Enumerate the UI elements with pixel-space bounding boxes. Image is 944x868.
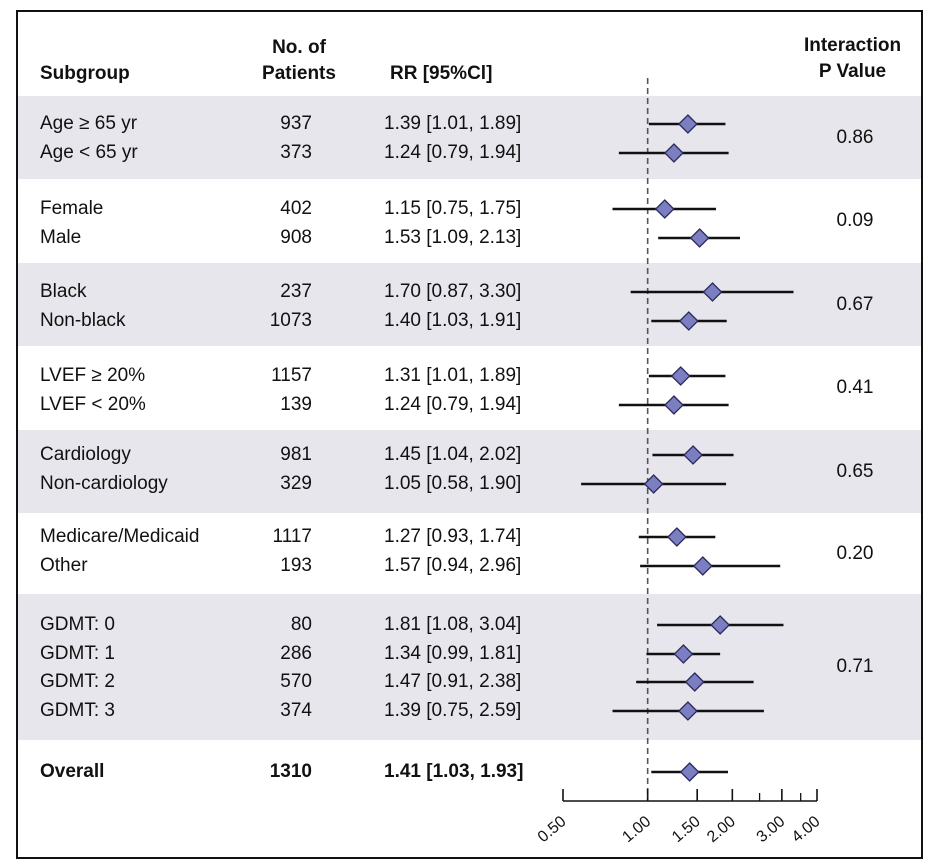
rr-marker <box>684 672 705 692</box>
row-rr: 1.27 [0.93, 1.74] <box>384 526 522 547</box>
header-patients-line1: No. of <box>272 37 326 58</box>
x-tick-label: 1.50 <box>669 813 704 846</box>
row-rr: 1.57 [0.94, 2.96] <box>384 555 522 576</box>
row-patients: 329 <box>280 473 312 494</box>
header-rr: RR [95%Cl] <box>390 63 493 84</box>
rr-marker <box>702 282 723 302</box>
row-patients: 1157 <box>271 365 312 386</box>
row-patients: 373 <box>280 142 312 163</box>
row-patients: 981 <box>280 444 312 465</box>
row-label: LVEF < 20% <box>40 394 146 415</box>
rr-marker <box>683 445 703 465</box>
row-label: GDMT: 0 <box>40 614 115 635</box>
header-pvalue-line2: P Value <box>818 61 887 82</box>
header-pvalue-line1: Interaction <box>803 35 902 56</box>
row-label: Medicare/Medicaid <box>40 526 200 547</box>
row-patients: 286 <box>280 643 312 664</box>
group-pvalue: 0.86 <box>836 126 874 148</box>
row-patients: 570 <box>280 671 312 692</box>
row-patients: 193 <box>280 555 312 576</box>
row-rr: 1.70 [0.87, 3.30] <box>384 281 522 302</box>
row-rr: 1.81 [1.08, 3.04] <box>384 614 522 635</box>
row-rr: 1.24 [0.79, 1.94] <box>384 142 522 163</box>
row-patients: 374 <box>280 700 312 721</box>
rr-marker <box>677 701 698 721</box>
header-subgroup: Subgroup <box>40 63 130 84</box>
row-patients: 1073 <box>269 310 312 331</box>
row-patients: 937 <box>280 113 312 134</box>
group-band <box>18 263 921 346</box>
row-rr: 1.05 [0.58, 1.90] <box>384 473 522 494</box>
x-tick-label: 0.50 <box>535 813 570 846</box>
row-label: GDMT: 3 <box>40 700 115 721</box>
rr-marker <box>710 615 731 635</box>
row-label: GDMT: 1 <box>40 643 115 664</box>
group-band <box>18 430 921 513</box>
group-pvalue: 0.67 <box>836 293 874 315</box>
row-rr: 1.53 [1.09, 2.13] <box>384 227 522 248</box>
row-label: Other <box>40 555 88 576</box>
row-label: Non-black <box>40 310 126 331</box>
x-tick-label: 2.00 <box>704 813 739 846</box>
row-rr: 1.39 [1.01, 1.89] <box>384 113 522 134</box>
row-patients: 908 <box>280 227 312 248</box>
row-label: Cardiology <box>40 444 131 465</box>
group-pvalue: 0.65 <box>836 460 874 482</box>
rr-marker <box>677 114 698 134</box>
group-band <box>18 96 921 179</box>
group-pvalue: 0.20 <box>836 542 874 564</box>
x-tick-label: 3.00 <box>754 813 789 846</box>
header-patients-line2: Patients <box>262 63 336 84</box>
row-rr: 1.45 [1.04, 2.02] <box>384 444 522 465</box>
group-pvalue: 0.71 <box>836 656 874 677</box>
row-label: Non-cardiology <box>40 473 168 494</box>
rr-marker <box>670 366 691 386</box>
rr-marker <box>678 311 699 331</box>
row-rr: 1.39 [0.75, 2.59] <box>384 700 522 721</box>
rr-marker <box>664 395 684 415</box>
row-label: Age < 65 yr <box>40 142 138 163</box>
row-patients: 80 <box>290 614 312 635</box>
rr-marker <box>666 527 687 547</box>
row-patients: 139 <box>280 394 312 415</box>
row-label: Female <box>40 198 104 219</box>
x-tick-label: 1.00 <box>619 813 654 846</box>
group-pvalue: 0.09 <box>836 210 874 231</box>
rr-marker <box>692 556 713 576</box>
row-rr: 1.15 [0.75, 1.75] <box>384 198 522 219</box>
row-label: LVEF ≥ 20% <box>40 365 146 386</box>
rr-marker <box>654 199 675 219</box>
row-rr: 1.24 [0.79, 1.94] <box>384 394 522 415</box>
rr-marker <box>643 474 664 494</box>
rr-marker <box>673 644 694 664</box>
row-label: Male <box>40 227 82 248</box>
rr-marker <box>679 762 700 782</box>
row-patients: 237 <box>280 281 312 302</box>
rr-marker <box>689 228 710 248</box>
row-patients: 1117 <box>272 526 312 547</box>
row-rr: 1.31 [1.01, 1.89] <box>384 365 522 386</box>
row-label: GDMT: 2 <box>40 671 115 692</box>
row-rr: 1.40 [1.03, 1.91] <box>384 310 522 331</box>
rr-marker <box>664 143 684 163</box>
row-patients: 402 <box>280 198 312 219</box>
x-tick-label: 4.00 <box>789 813 824 846</box>
group-pvalue: 0.41 <box>836 377 874 398</box>
row-label: Black <box>40 281 87 302</box>
row-rr: 1.41 [1.03, 1.93] <box>384 761 524 782</box>
row-rr: 1.47 [0.91, 2.38] <box>384 671 522 692</box>
row-label: Age ≥ 65 yr <box>40 113 138 134</box>
group-band <box>18 594 921 740</box>
row-label: Overall <box>40 761 105 782</box>
row-rr: 1.34 [0.99, 1.81] <box>384 643 522 664</box>
row-patients: 1310 <box>269 761 312 782</box>
